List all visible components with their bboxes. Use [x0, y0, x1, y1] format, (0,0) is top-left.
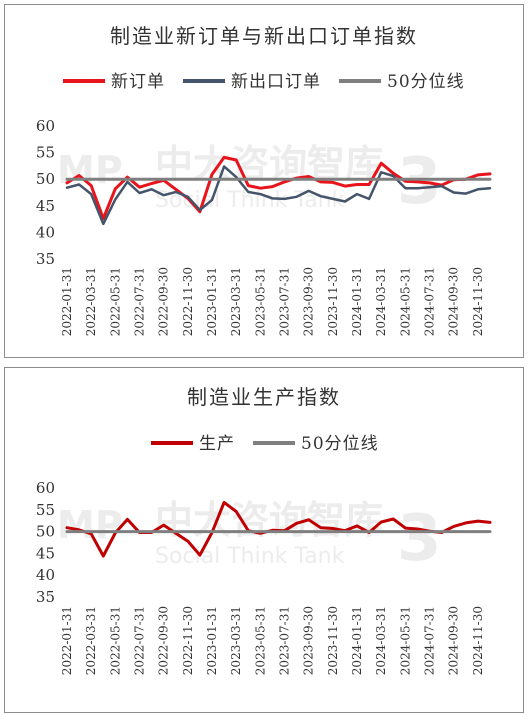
watermark-mark: 3 [397, 502, 442, 576]
y-tick-label: 35 [36, 588, 55, 606]
y-tick-label: 60 [36, 117, 55, 135]
x-tick-label: 2022-03-31 [84, 606, 98, 675]
y-axis: 35 40 45 50 55 60 [36, 479, 55, 606]
series-line-0 [65, 155, 492, 221]
x-tick-label: 2024-05-31 [398, 606, 412, 675]
x-tick-label: 2024-09-30 [447, 267, 461, 336]
x-axis: 2022-01-31 2022-03-31 2022-05-31 2022-07-31… [60, 267, 485, 336]
x-tick-label: 2023-11-30 [326, 606, 340, 675]
series-group [65, 500, 492, 558]
x-tick-label: 2023-11-30 [326, 267, 340, 336]
x-tick-label: 2024-11-30 [471, 267, 485, 336]
x-tick-label: 2024-03-31 [374, 606, 388, 675]
x-tick-label: 2023-07-31 [278, 267, 292, 336]
chart-title: 制造业生产指数 [187, 385, 341, 409]
x-tick-label: 2023-07-31 [278, 606, 292, 675]
x-tick-label: 2024-05-31 [398, 267, 412, 336]
y-tick-label: 40 [36, 223, 55, 241]
x-tick-label: 2023-05-31 [253, 267, 267, 336]
x-tick-label: 2022-09-30 [157, 606, 171, 675]
x-tick-label: 2022-03-31 [84, 267, 98, 336]
y-tick-label: 45 [36, 197, 55, 215]
legend-label-1: 新出口订单 [231, 72, 321, 92]
x-tick-label: 2023-01-31 [205, 267, 219, 336]
y-axis: 35 40 45 50 55 60 [36, 117, 55, 268]
watermark: MP 中大咨询智库 Social Think Tank 3 [57, 498, 442, 576]
x-tick-label: 2022-07-31 [133, 606, 147, 675]
x-tick-label: 2022-09-30 [157, 267, 171, 336]
x-tick-label: 2024-03-31 [374, 267, 388, 336]
legend-label-2: 50分位线 [387, 72, 465, 92]
watermark: MP 中大咨询智库 Social Think Tank 3 [57, 142, 442, 219]
series-group [65, 155, 492, 226]
y-tick-label: 35 [36, 250, 55, 268]
production-chart: MP 中大咨询智库 Social Think Tank 3 制造业生产指数 生产… [36, 385, 492, 675]
legend: 新订单 新出口订单 50分位线 [63, 72, 465, 92]
series-line-1 [65, 165, 492, 226]
x-tick-label: 2023-03-31 [229, 267, 243, 336]
x-axis: 2022-01-31 2022-03-31 2022-05-31 2022-07-31… [60, 606, 485, 675]
x-tick-label: 2022-01-31 [60, 267, 74, 336]
x-tick-label: 2022-07-31 [133, 267, 147, 336]
watermark-sub: Social Think Tank [155, 544, 345, 569]
legend-label-0: 生产 [199, 434, 235, 454]
x-tick-label: 2024-07-31 [423, 606, 437, 675]
x-tick-label: 2024-07-31 [423, 267, 437, 336]
x-tick-label: 2023-03-31 [229, 606, 243, 675]
y-tick-label: 40 [36, 566, 55, 584]
y-tick-label: 55 [36, 501, 55, 519]
y-tick-label: 45 [36, 544, 55, 562]
y-tick-label: 60 [36, 479, 55, 497]
y-tick-label: 55 [36, 144, 55, 162]
chart-panel-production: MP 中大咨询智库 Social Think Tank 3 制造业生产指数 生产… [4, 367, 524, 713]
x-tick-label: 2024-01-31 [350, 267, 364, 336]
legend: 生产 50分位线 [151, 434, 379, 454]
x-tick-label: 2023-01-31 [205, 606, 219, 675]
x-tick-label: 2022-11-30 [181, 267, 195, 336]
chart-panel-orders: MP 中大咨询智库 Social Think Tank 3 制造业新订单与新出口… [4, 4, 524, 358]
legend-label-0: 新订单 [111, 72, 165, 92]
x-tick-label: 2024-11-30 [471, 606, 485, 675]
x-tick-label: 2023-09-30 [302, 267, 316, 336]
legend-label-1: 50分位线 [301, 434, 379, 454]
x-tick-label: 2022-05-31 [108, 267, 122, 336]
watermark-brand: 中大咨询智库 [155, 498, 383, 542]
x-tick-label: 2024-01-31 [350, 606, 364, 675]
x-tick-label: 2022-01-31 [60, 606, 74, 675]
orders-chart: MP 中大咨询智库 Social Think Tank 3 制造业新订单与新出口… [36, 24, 492, 336]
x-tick-label: 2022-11-30 [181, 606, 195, 675]
chart-title: 制造业新订单与新出口订单指数 [110, 24, 418, 48]
x-tick-label: 2024-09-30 [447, 606, 461, 675]
x-tick-label: 2023-05-31 [253, 606, 267, 675]
y-tick-label: 50 [36, 170, 55, 188]
y-tick-label: 50 [36, 523, 55, 541]
x-tick-label: 2023-09-30 [302, 606, 316, 675]
x-tick-label: 2022-05-31 [108, 606, 122, 675]
